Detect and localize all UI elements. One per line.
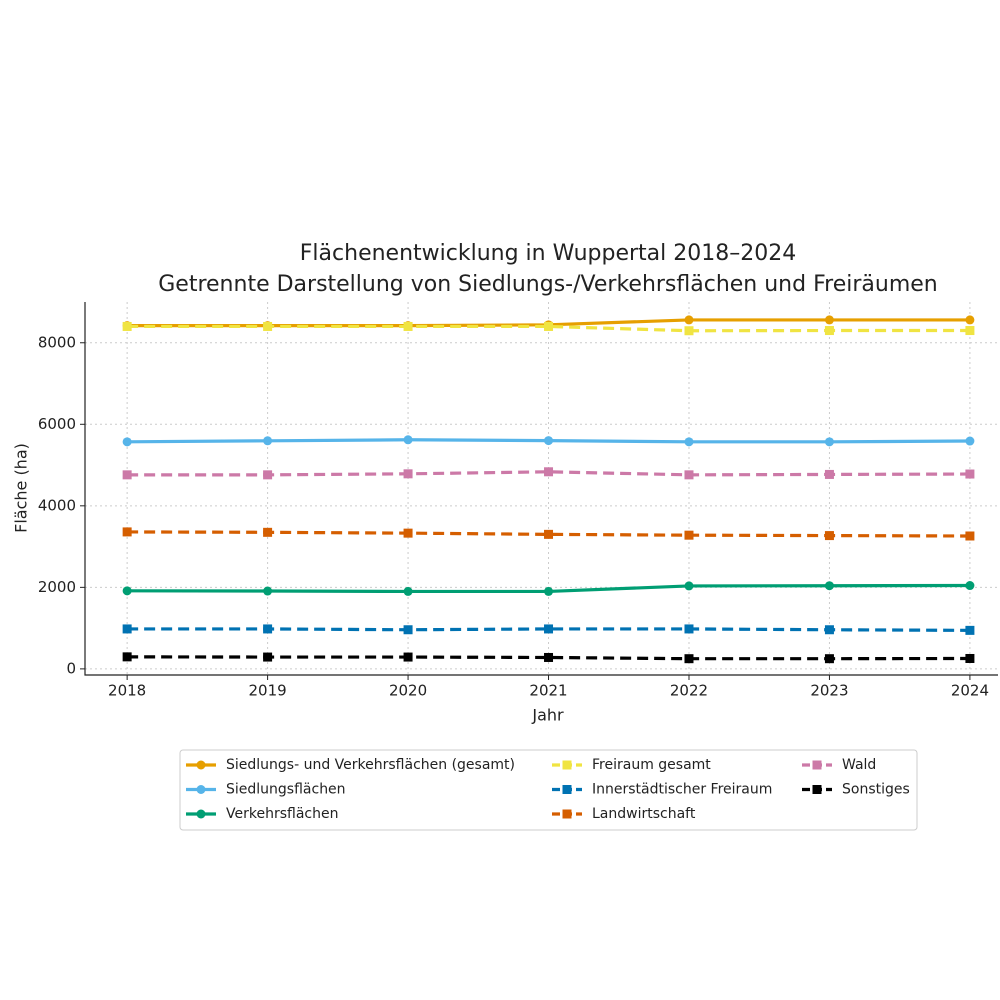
point (544, 652, 554, 662)
point (403, 625, 413, 635)
legend-marker (812, 760, 822, 770)
point (684, 470, 694, 480)
point (263, 470, 273, 480)
point (403, 652, 413, 662)
x-tick-label: 2018 (108, 682, 146, 700)
legend-label: Innerstädtischer Freiraum (592, 782, 772, 798)
point (122, 470, 132, 480)
x-tick-label: 2022 (670, 682, 708, 700)
point (122, 586, 132, 596)
point (824, 315, 834, 325)
legend-marker (196, 809, 206, 819)
point (684, 581, 694, 591)
legend-label: Siedlungsflächen (226, 782, 346, 798)
point (965, 315, 975, 325)
point (965, 625, 975, 635)
point (824, 581, 834, 591)
point (263, 321, 273, 331)
legend-marker (562, 809, 572, 819)
legend-label: Sonstiges (842, 782, 910, 798)
legend-label: Siedlungs- und Verkehrsflächen (gesamt) (226, 757, 515, 773)
point (263, 624, 273, 634)
x-tick-label: 2023 (810, 682, 848, 700)
y-axis-label: Fläche (ha) (12, 443, 31, 533)
point (122, 624, 132, 634)
point (544, 436, 554, 446)
chart-subtitle: Getrennte Darstellung von Siedlungs-/Ver… (158, 272, 937, 297)
point (403, 528, 413, 538)
legend-label: Landwirtschaft (592, 806, 696, 822)
y-tick-label: 6000 (38, 415, 76, 433)
point (544, 321, 554, 331)
point (122, 527, 132, 537)
point (122, 321, 132, 331)
legend-marker (562, 785, 572, 794)
point (544, 529, 554, 539)
legend-label: Wald (842, 757, 876, 773)
legend-marker (196, 760, 206, 770)
axis (84, 302, 998, 676)
point (824, 531, 834, 541)
y-tick-label: 0 (66, 659, 76, 677)
x-tick-label: 2024 (951, 682, 989, 700)
point (684, 326, 694, 336)
point (824, 625, 834, 635)
point (403, 321, 413, 331)
point (263, 527, 273, 537)
legend-label: Freiraum gesamt (592, 757, 711, 773)
point (965, 581, 975, 591)
point (824, 326, 834, 336)
point (684, 315, 694, 325)
y-tick-label: 4000 (38, 496, 76, 514)
chart-title: Flächenentwicklung in Wuppertal 2018–202… (300, 241, 796, 266)
x-tick-label: 2021 (529, 682, 567, 700)
point (684, 530, 694, 540)
point (263, 586, 273, 596)
point (403, 586, 413, 596)
x-tick-label: 2019 (249, 682, 287, 700)
point (965, 653, 975, 663)
legend-box (179, 749, 918, 831)
point (684, 624, 694, 634)
point (544, 624, 554, 634)
point (263, 436, 273, 446)
point (684, 654, 694, 664)
x-axis-label: Jahr (531, 706, 564, 725)
point (824, 437, 834, 447)
point (122, 652, 132, 662)
legend-label: Verkehrsflächen (226, 806, 338, 822)
point (824, 654, 834, 664)
y-tick-label: 2000 (38, 578, 76, 596)
point (965, 436, 975, 446)
point (544, 586, 554, 596)
point (965, 531, 975, 541)
y-tick-label: 8000 (38, 333, 76, 351)
point (403, 469, 413, 479)
legend-marker (562, 760, 572, 770)
point (965, 326, 975, 336)
x-tick-label: 2020 (389, 682, 427, 700)
point (122, 437, 132, 447)
point (965, 469, 975, 479)
point (263, 652, 273, 662)
legend-marker (196, 785, 206, 794)
point (544, 467, 554, 477)
point (684, 437, 694, 447)
point (824, 469, 834, 479)
legend-marker (812, 785, 822, 794)
point (403, 435, 413, 445)
